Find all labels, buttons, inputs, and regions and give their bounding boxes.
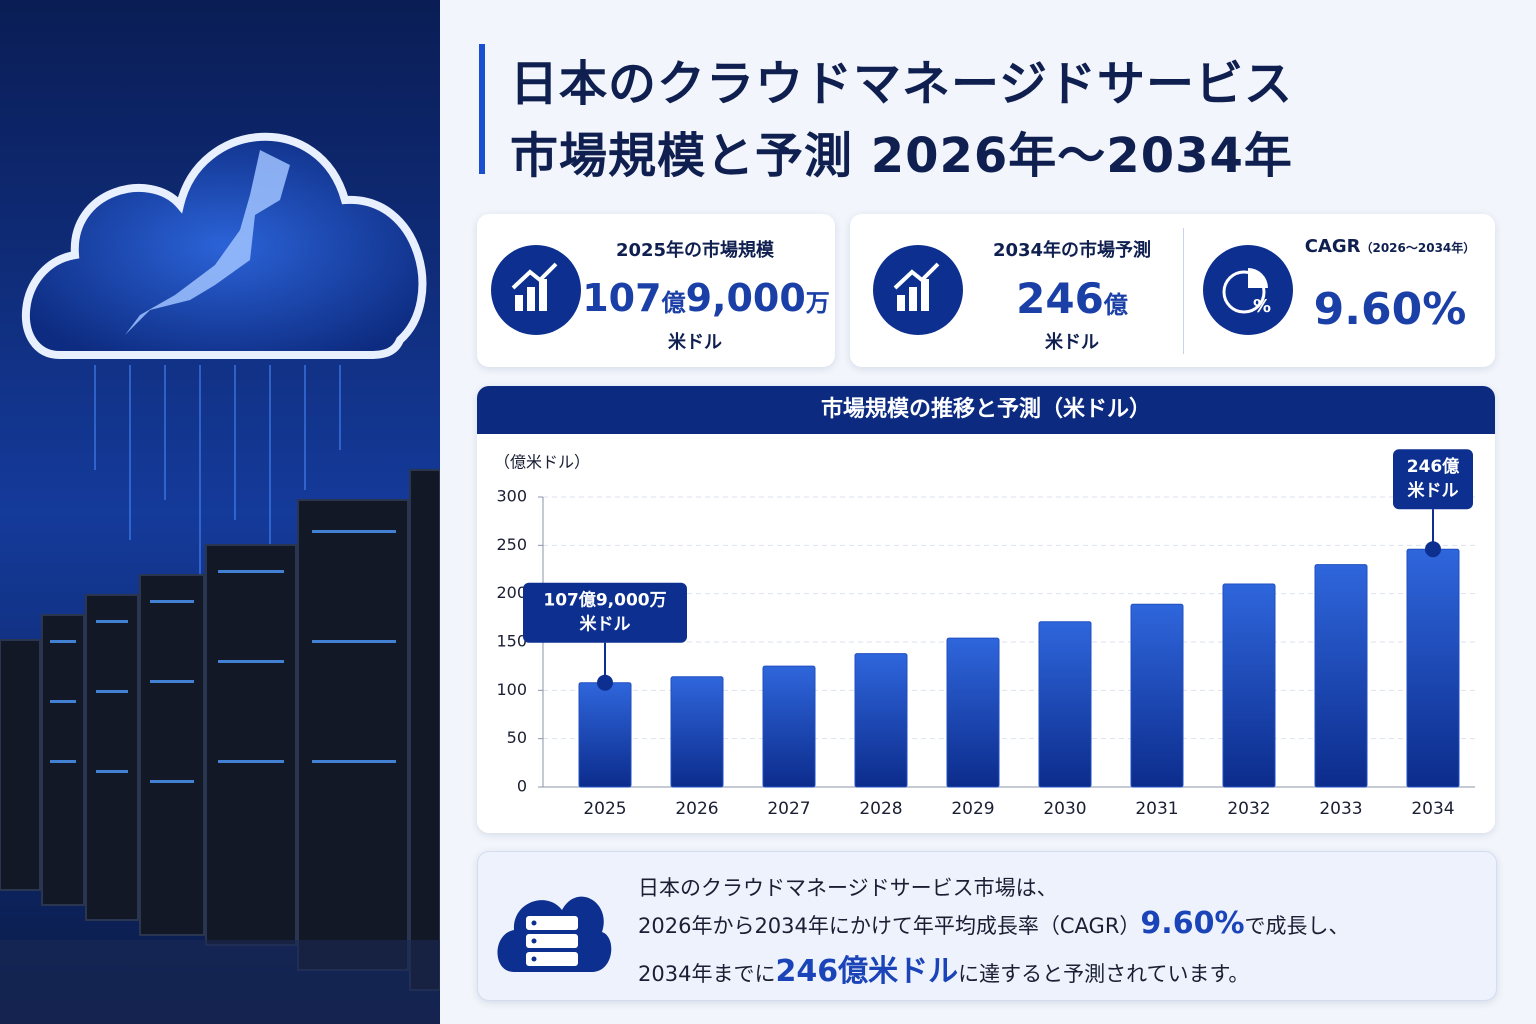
bar <box>854 653 908 788</box>
bar <box>578 682 632 788</box>
callout-dot <box>1425 541 1441 558</box>
bar <box>1130 603 1184 788</box>
y-tick-label: 50 <box>507 728 527 747</box>
summary-line: 2026年から2034年にかけて年平均成長率（CAGR）9.60%で成長し、 <box>638 906 1350 941</box>
x-tick-label: 2033 <box>1319 799 1362 819</box>
title-line: 市場規模と予測 2026年～2034年 <box>510 128 1293 184</box>
kpi-number: 246 <box>1016 274 1104 323</box>
y-tick-label: 300 <box>496 487 527 506</box>
summary-text: 2034年までに <box>638 962 776 986</box>
kpi-unit: 米ドル <box>1045 332 1099 353</box>
y-tick-label: 200 <box>496 583 527 602</box>
title-line: 日本のクラウドマネージドサービス <box>510 56 1294 112</box>
bar <box>1038 621 1092 788</box>
kpi-value: 246億 <box>1016 274 1128 323</box>
callout-dot <box>597 674 613 691</box>
kpi-number: 107 <box>582 276 662 320</box>
x-tick-label: 2030 <box>1043 799 1086 819</box>
kpi-value: 9.60% <box>1313 284 1467 335</box>
summary-text: に達すると予測されています。 <box>958 962 1250 986</box>
server-cloud-icon <box>497 896 612 972</box>
x-tick-label: 2032 <box>1227 799 1270 819</box>
y-axis-label: （億米ドル） <box>494 453 590 472</box>
y-tick-label: 0 <box>517 777 527 796</box>
hero-image <box>0 0 440 1024</box>
title-accent <box>479 44 485 174</box>
x-tick-label: 2025 <box>583 799 626 819</box>
value-label: 107億9,000万米ドル <box>543 590 666 635</box>
callout-box <box>523 582 687 643</box>
kpi-unit: 億 <box>661 289 686 317</box>
kpi-unit: 億 <box>1103 291 1128 319</box>
bar <box>1222 583 1276 788</box>
bar <box>946 637 1000 788</box>
x-tick-label: 2031 <box>1135 799 1178 819</box>
kpi-unit: 万 <box>805 289 830 317</box>
callout-box <box>1393 449 1473 510</box>
kpi-number: 9,000 <box>685 276 806 320</box>
kpi-label: 2034年の市場予測 <box>992 240 1152 261</box>
value-label: 246億米ドル <box>1407 456 1460 501</box>
summary-text: で成長し、 <box>1244 914 1350 938</box>
summary-highlight: 246億米ドル <box>775 954 959 989</box>
chart-title: 市場規模の推移と予測（米ドル） <box>477 386 1495 434</box>
bar <box>670 676 724 788</box>
y-tick-label: 150 <box>496 632 527 651</box>
summary-highlight: 9.60% <box>1140 906 1245 941</box>
kpi-value: 107億9,000万 <box>582 276 830 320</box>
divider <box>1183 228 1184 354</box>
bar <box>762 665 816 788</box>
summary-text: 2026年から2034年にかけて年平均成長率（CAGR） <box>638 914 1141 938</box>
x-tick-label: 2028 <box>859 799 902 819</box>
summary-line: 2034年までに246億米ドルに達すると予測されています。 <box>638 946 1249 990</box>
x-tick-label: 2027 <box>767 799 810 819</box>
summary-box <box>477 851 1497 1001</box>
x-tick-label: 2029 <box>951 799 994 819</box>
kpi-label: 2025年の市場規模 <box>615 240 775 261</box>
y-tick-label: 250 <box>496 535 527 554</box>
kpi-unit: 米ドル <box>668 332 722 353</box>
x-tick-label: 2026 <box>675 799 718 819</box>
bar <box>1314 564 1368 788</box>
bar <box>1406 548 1460 788</box>
kpi-sublabel: （2026～2034年） <box>1360 241 1476 255</box>
kpi-label: CAGR（2026～2034年） <box>1305 236 1476 257</box>
kpi-label-main: CAGR <box>1304 236 1361 257</box>
y-tick-label: 100 <box>496 680 527 699</box>
summary-line: 日本のクラウドマネージドサービス市場は、 <box>638 876 1058 900</box>
x-tick-label: 2034 <box>1411 799 1454 819</box>
